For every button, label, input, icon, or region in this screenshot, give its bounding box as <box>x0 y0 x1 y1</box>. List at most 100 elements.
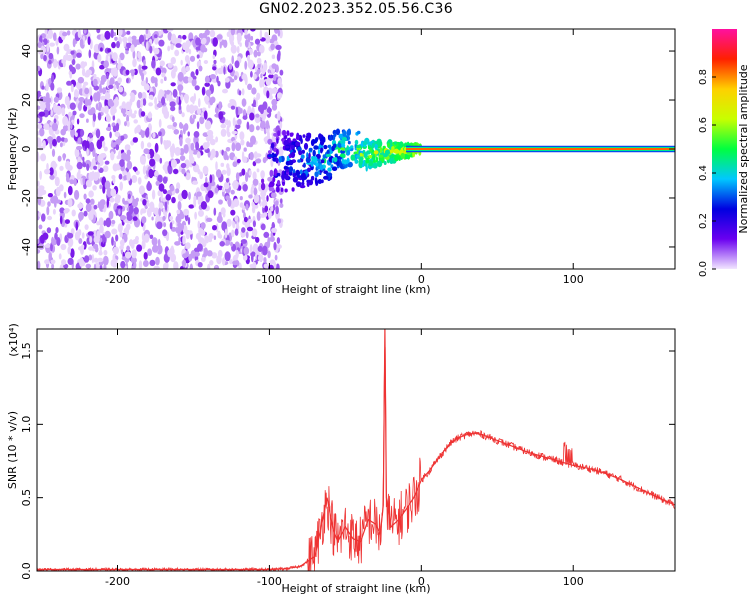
spectrogram-noise-cell <box>200 230 206 236</box>
spectrogram-noise-cell <box>77 137 82 145</box>
spectrogram-noise-cell <box>261 178 265 184</box>
spectrogram-noise-cell <box>110 151 115 161</box>
spectrogram-noise-cell <box>221 169 227 175</box>
spectrogram-noise-cell <box>255 236 260 243</box>
spectrogram-transition-cell <box>394 141 397 145</box>
spectrogram-noise-cell <box>129 92 135 97</box>
spectrogram-noise-cell <box>42 41 45 47</box>
spectrogram-x-axis: -200 -100 0 100 <box>105 29 584 286</box>
spectrogram-noise-cell <box>107 48 112 53</box>
spectrogram-transition-cell <box>346 157 350 165</box>
spectrogram-noise-cell <box>248 218 252 223</box>
spectrogram-noise-cell <box>130 44 135 53</box>
spectrogram-noise-cell <box>77 102 82 111</box>
spectrogram-noise-cell <box>259 79 263 88</box>
spectrogram-noise-cell <box>176 209 181 215</box>
spectrogram-noise-cell <box>109 131 112 139</box>
spectrogram-noise-cell <box>103 146 108 152</box>
spectrogram-noise-cell <box>156 103 163 108</box>
spectrogram-transition-cell <box>315 162 319 167</box>
spectrogram-noise-cell <box>194 211 198 220</box>
spectrogram-noise-cell <box>113 32 117 37</box>
spectrogram-noise-cell <box>67 123 71 132</box>
spectrogram-noise-cell <box>148 102 154 107</box>
spectrogram-noise-cell <box>37 117 40 123</box>
spectrogram-noise-cell <box>100 47 103 52</box>
spectrogram-noise-cell <box>86 147 89 157</box>
spectrogram-noise-cell <box>67 237 74 248</box>
spectrogram-noise-cell <box>44 101 51 110</box>
spectrogram-noise-cell <box>160 78 164 84</box>
spectrogram-x-tick-label: 100 <box>563 273 584 286</box>
spectrogram-noise-cell <box>106 187 113 198</box>
spectrogram-noise-cell <box>223 39 228 48</box>
spectrogram-transition-cell <box>295 181 302 188</box>
spectrogram-noise-cell <box>100 79 105 85</box>
spectrogram-noise-cell <box>125 69 130 76</box>
colorbar-tick-label: 0.0 <box>698 261 709 277</box>
spectrogram-noise-cell <box>231 130 238 135</box>
spectrogram-noise-cell <box>160 191 163 202</box>
spectrogram-noise-cell <box>66 30 71 36</box>
spectrogram-transition-cell <box>318 133 322 139</box>
spectrogram-transition-cell <box>323 175 329 180</box>
spectrogram-noise-cell <box>260 73 263 79</box>
spectrogram-transition-cell <box>299 184 306 189</box>
spectrogram-noise-cell <box>167 124 174 129</box>
colorbar: 0.0 0.2 0.4 0.6 0.8 Normalized spectral ampl… <box>698 29 750 277</box>
spectrogram-noise-cell <box>83 210 88 217</box>
spectrogram-noise-cell <box>48 52 54 60</box>
spectrogram-noise-cell <box>75 63 81 70</box>
spectrogram-noise-cell <box>95 128 101 139</box>
spectrogram-noise-cell <box>113 84 116 91</box>
spectrogram-noise-cell <box>249 112 255 121</box>
spectrogram-noise-cell <box>215 136 219 143</box>
spectrogram-noise-cell <box>70 122 73 130</box>
snr-x-tick-label: 100 <box>563 575 584 588</box>
spectrogram-noise-cell <box>86 163 90 171</box>
spectrogram-noise-cell <box>199 238 203 244</box>
spectrogram-noise-cell <box>126 160 133 170</box>
spectrogram-noise-cell <box>250 186 253 197</box>
spectrogram-noise-cell <box>116 41 120 49</box>
spectrogram-noise-cell <box>162 164 168 171</box>
spectrogram-noise-cell <box>46 227 52 234</box>
spectrogram-noise-cell <box>44 243 51 248</box>
spectrogram-noise-cell <box>99 135 105 142</box>
spectrogram-noise-cell <box>104 30 111 40</box>
spectrogram-noise-cell <box>251 205 256 214</box>
spectrogram-noise-cell <box>104 230 111 239</box>
spectrogram-noise-cell <box>111 236 114 246</box>
spectrogram-noise-cell <box>87 231 94 236</box>
spectrogram-noise-cell <box>131 249 137 259</box>
spectrogram-noise-cell <box>142 165 147 175</box>
colorbar-gradient <box>712 29 737 269</box>
spectrogram-noise-cell <box>238 185 242 191</box>
spectrogram-transition-cell <box>333 156 338 163</box>
spectrogram-noise-cell <box>215 169 222 178</box>
spectrogram-noise-cell <box>274 200 279 207</box>
spectrogram-noise-cell <box>51 263 55 269</box>
spectrogram-noise-cell <box>84 87 90 95</box>
spectrogram-noise-cell <box>47 215 53 221</box>
spectrogram-noise-cell <box>113 240 116 247</box>
spectrogram-noise-cell <box>185 230 190 240</box>
spectrogram-noise-cell <box>187 217 191 225</box>
spectrogram-transition-cell <box>328 135 333 141</box>
spectrogram-noise-cell <box>216 75 219 83</box>
spectrogram-noise-cell <box>274 254 278 261</box>
spectrogram-transition-cell <box>335 128 341 136</box>
spectrogram-transition-cell <box>371 142 375 147</box>
spectrogram-noise-cell <box>188 104 195 114</box>
spectrogram-noise-cell <box>50 109 53 116</box>
spectrogram-noise-cell <box>102 255 109 266</box>
spectrogram-noise-cell <box>240 139 245 146</box>
spectrogram-noise-cell <box>261 78 265 88</box>
spectrogram-transition-cell <box>313 145 319 150</box>
spectrogram-noise-cell <box>183 93 190 102</box>
spectrogram-noise-cell <box>103 249 108 256</box>
spectrogram-noise-cell <box>233 156 238 162</box>
spectrogram-noise-cell <box>188 48 192 55</box>
spectrogram-noise-cell <box>99 83 102 92</box>
spectrogram-noise-cell <box>279 69 284 76</box>
